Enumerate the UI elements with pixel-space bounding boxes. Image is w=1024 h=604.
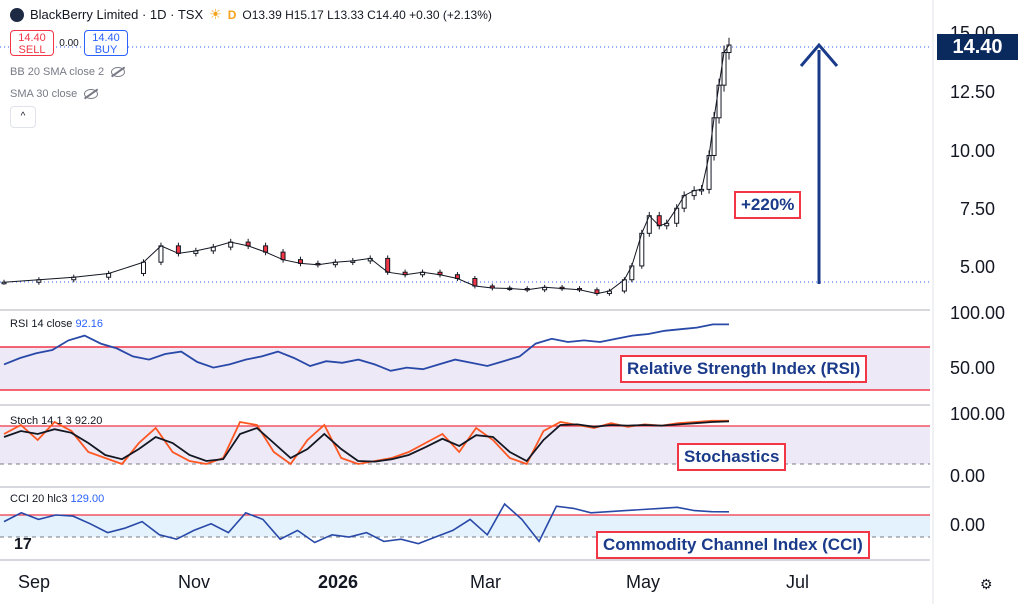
cci-callout: Commodity Channel Index (CCI) — [596, 531, 870, 559]
price-close-line — [3, 44, 730, 295]
candle-body — [716, 84, 722, 119]
last-price-tag: 14.40 — [937, 34, 1018, 60]
price-tick: 10.00 — [950, 141, 996, 161]
cci-title: CCI 20 hlc3 — [10, 493, 68, 505]
candle-body — [280, 251, 286, 261]
buy-button[interactable]: 14.40 BUY — [84, 30, 128, 56]
gain-arrow — [799, 42, 839, 284]
candle-body — [621, 279, 627, 292]
cci-line — [3, 502, 730, 545]
grid-lines — [0, 0, 934, 604]
cci-tick: 0.00 — [950, 515, 986, 535]
stoch-pane-label[interactable]: Stoch 14 1 3 92.20 — [10, 415, 102, 427]
rsi-series-line — [3, 323, 729, 372]
candle-body — [141, 261, 147, 274]
spread-value: 0.00 — [59, 37, 79, 49]
stoch-lines — [3, 419, 730, 466]
symbol-title: BlackBerry Limited · 1D · TSX — [30, 7, 204, 22]
stoch-value: 92.20 — [74, 415, 103, 427]
cci-pane-label[interactable]: CCI 20 hlc3 129.00 — [10, 493, 104, 505]
stoch-title: Stoch 14 1 3 — [10, 415, 72, 427]
price-tick: 7.50 — [960, 199, 996, 219]
candle-body — [385, 257, 391, 273]
tradingview-logo-icon[interactable]: 17 — [14, 536, 32, 553]
delayed-flag: D — [227, 7, 237, 22]
candle-body — [158, 245, 164, 263]
x-tick: Jul — [786, 572, 810, 592]
price-candles — [1, 37, 732, 296]
candle-body — [726, 44, 732, 54]
rsi-tick: 50.00 — [950, 358, 996, 378]
buy-label: BUY — [94, 44, 118, 56]
stoch-callout: Stochastics — [677, 443, 787, 471]
x-tick: Sep — [18, 572, 51, 592]
x-tick: Mar — [470, 572, 501, 592]
candle-body — [721, 52, 727, 86]
ohlc-readout: O13.39 H15.17 L13.33 C14.40 +0.30 (+2.13… — [242, 7, 492, 22]
price-tick: 5.00 — [960, 257, 996, 277]
buy-price: 14.40 — [92, 32, 120, 44]
rsi-tick: 100.00 — [950, 303, 1006, 323]
rsi-callout: Relative Strength Index (RSI) — [620, 355, 868, 383]
stoch-tick: 100.00 — [950, 404, 1006, 424]
rsi-title: RSI 14 close — [10, 318, 73, 330]
stoch-k-line — [3, 419, 729, 466]
rsi-line — [3, 323, 729, 372]
symbol-logo-icon — [10, 7, 24, 22]
hidden-eye-icon[interactable] — [84, 89, 99, 100]
gain-callout: +220% — [734, 191, 802, 219]
trade-buttons: 14.40 SELL 0.00 14.40 BUY — [10, 30, 128, 56]
x-tick: May — [626, 572, 661, 592]
cci-series-line — [3, 502, 730, 545]
stoch-tick: 0.00 — [950, 466, 986, 486]
x-tick: Nov — [178, 572, 211, 592]
sell-price: 14.40 — [18, 32, 46, 44]
hidden-eye-icon[interactable] — [111, 67, 126, 78]
price-tick: 12.50 — [950, 82, 996, 102]
settings-icon[interactable]: ⚙ — [980, 576, 993, 592]
sma-indicator-label[interactable]: SMA 30 close — [10, 88, 99, 100]
bb-indicator-label[interactable]: BB 20 SMA close 2 — [10, 66, 126, 78]
cci-value: 129.00 — [70, 493, 105, 505]
collapse-button[interactable]: ^ — [10, 106, 36, 128]
sell-label: SELL — [18, 44, 46, 56]
x-tick: 2026 — [318, 572, 359, 592]
market-hours-icon: ☀ — [209, 6, 222, 22]
sma-label-text: SMA 30 close — [10, 88, 78, 100]
chart-header[interactable]: BlackBerry Limited · 1D · TSX ☀ D O13.39… — [10, 6, 492, 23]
bb-label-text: BB 20 SMA close 2 — [10, 66, 105, 78]
stoch-d-line — [3, 420, 730, 463]
gain-arrow-head — [799, 42, 839, 67]
sell-button[interactable]: 14.40 SELL — [10, 30, 54, 56]
candle-body — [711, 117, 717, 156]
rsi-pane-label[interactable]: RSI 14 close 92.16 — [10, 318, 103, 330]
rsi-value: 92.16 — [75, 318, 103, 330]
